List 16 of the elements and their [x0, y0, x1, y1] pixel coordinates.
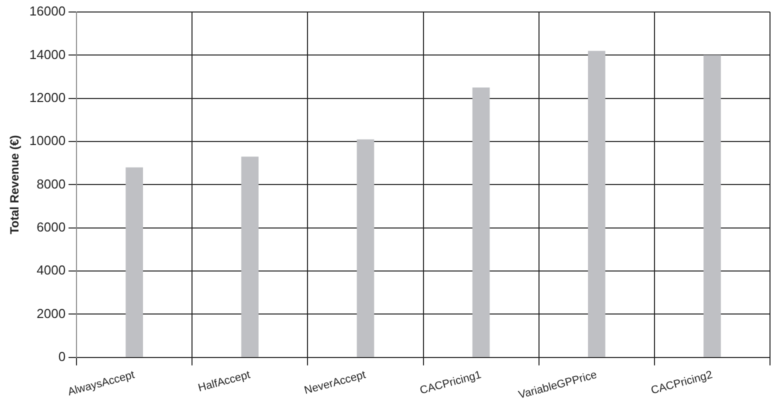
y-axis-title: Total Revenue (€)	[8, 135, 22, 234]
y-tick-label: 14000	[29, 46, 66, 62]
bar	[472, 88, 490, 357]
bar	[704, 55, 721, 357]
y-tick-label: 4000	[36, 262, 66, 278]
bar	[126, 167, 144, 357]
bar	[241, 156, 259, 357]
y-tick-label: 12000	[29, 90, 66, 105]
y-tick-label: 0	[58, 348, 66, 364]
bar	[588, 50, 606, 357]
y-tick-label: 16000	[29, 4, 66, 19]
y-tick-label: 6000	[36, 219, 66, 234]
y-tick-label: 2000	[36, 306, 66, 321]
bar	[356, 139, 374, 357]
y-tick-label: 10000	[29, 133, 66, 148]
y-tick-label: 8000	[36, 176, 66, 192]
